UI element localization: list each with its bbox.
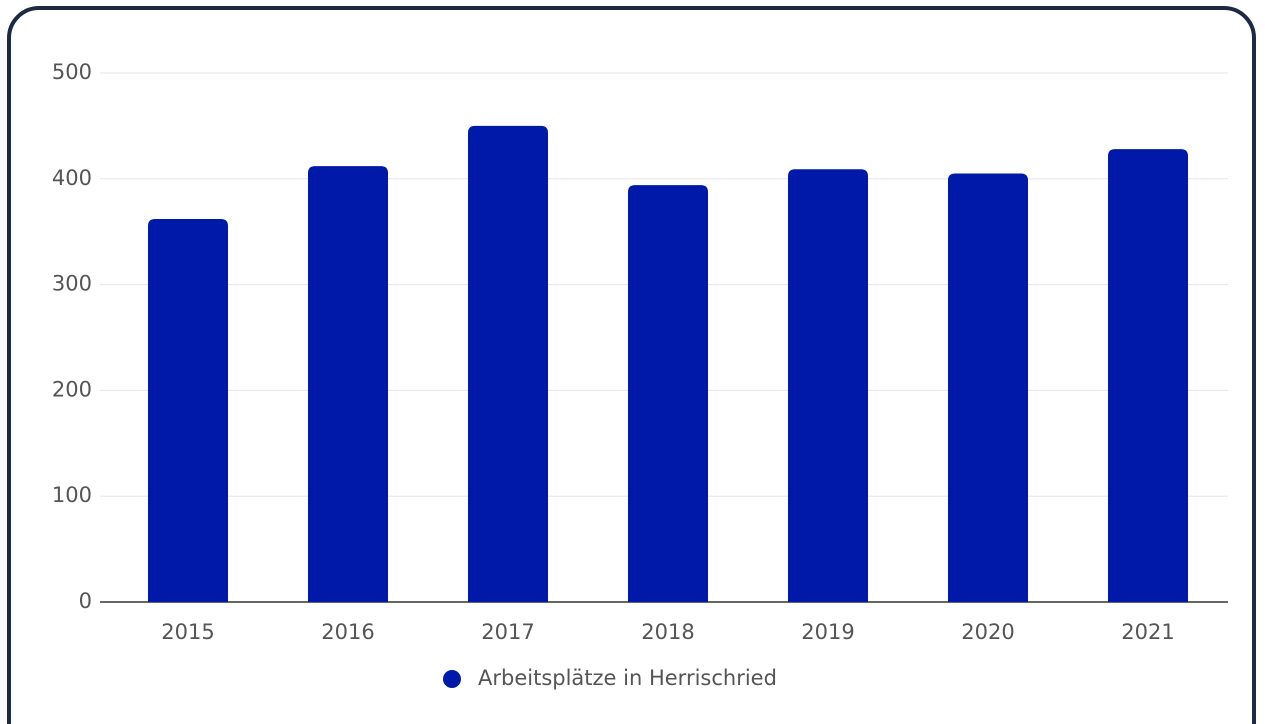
bar (468, 125, 548, 603)
legend-marker (443, 670, 461, 688)
x-tick-label: 2015 (161, 620, 214, 644)
x-tick-label: 2019 (801, 620, 854, 644)
x-tick-label: 2021 (1121, 620, 1174, 644)
bar (948, 173, 1028, 602)
y-tick-label: 300 (52, 272, 92, 296)
y-tick-label: 200 (52, 377, 92, 401)
legend-label: Arbeitsplätze in Herrischried (478, 666, 777, 690)
y-tick-label: 100 (52, 483, 92, 507)
x-tick-label: 2016 (321, 620, 374, 644)
y-tick-label: 400 (52, 166, 92, 190)
bar (148, 219, 228, 602)
x-tick-label: 2020 (961, 620, 1014, 644)
bar (788, 169, 868, 602)
bar (1108, 149, 1188, 602)
bar (628, 185, 708, 602)
y-tick-label: 500 (52, 60, 92, 84)
x-tick-label: 2018 (641, 620, 694, 644)
bar (308, 166, 388, 602)
y-tick-label: 0 (79, 589, 92, 613)
x-tick-label: 2017 (481, 620, 534, 644)
